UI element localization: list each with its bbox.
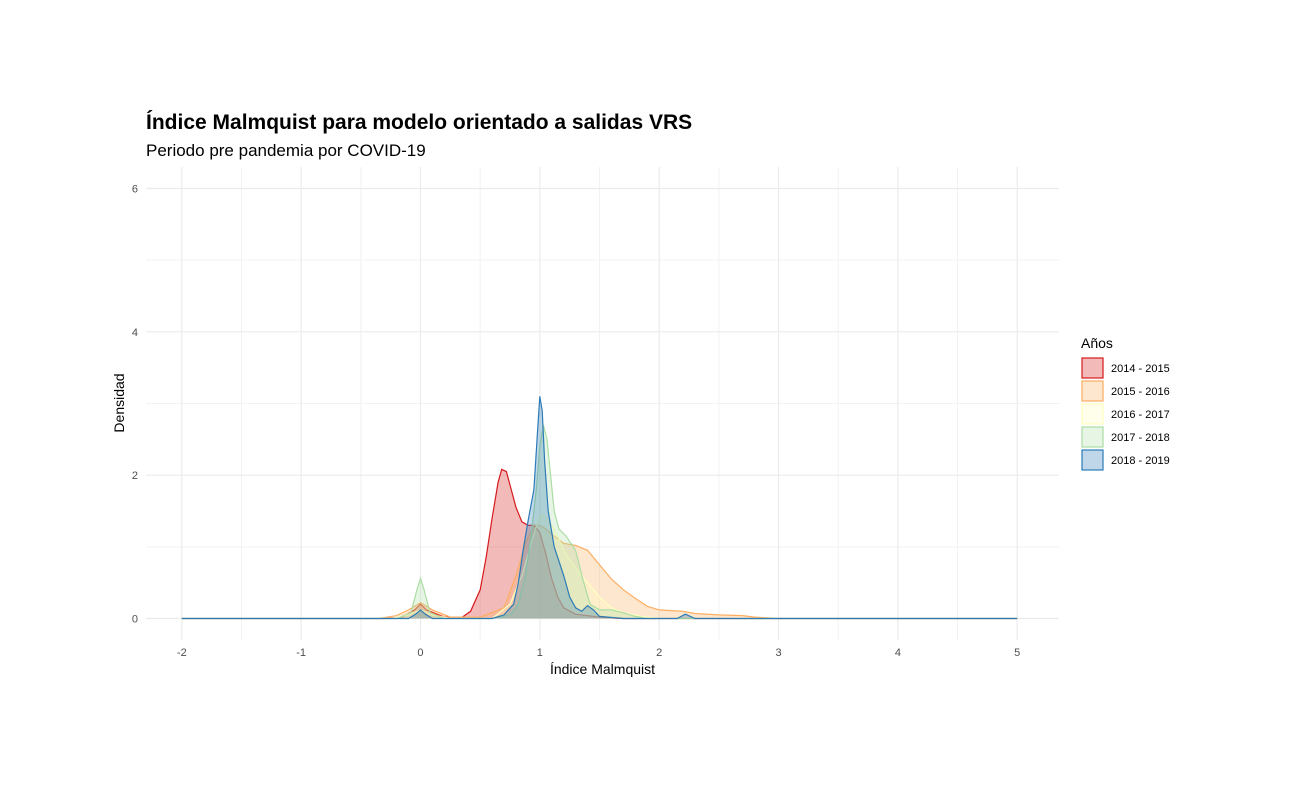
legend-title: Años	[1081, 335, 1113, 351]
y-tick-label: 2	[132, 470, 138, 482]
density-line-0	[181, 468, 1018, 620]
legend-label: 2017 - 2018	[1111, 432, 1170, 444]
density-area-1	[181, 525, 1018, 619]
x-axis-ticks: -2 -1 0 1 2 3 4 5	[177, 647, 1020, 659]
legend-label: 2018 - 2019	[1111, 455, 1170, 467]
density-line-4	[181, 396, 1018, 620]
density-line-3	[181, 424, 1018, 620]
legend-swatch	[1081, 449, 1104, 471]
density-series	[181, 396, 1018, 620]
x-tick-label: 1	[537, 647, 543, 659]
y-tick-label: 4	[132, 327, 138, 339]
x-axis-title: Índice Malmquist	[550, 661, 655, 677]
y-tick-label: 0	[132, 614, 138, 626]
x-tick-label: 4	[895, 647, 901, 659]
x-tick-label: -1	[296, 647, 306, 659]
legend-label: 2015 - 2016	[1111, 386, 1170, 398]
y-axis-title: Densidad	[111, 373, 127, 432]
legend-swatch	[1081, 403, 1104, 425]
x-tick-label: -2	[177, 647, 187, 659]
legend-swatch	[1081, 357, 1104, 379]
legend-label: 2016 - 2017	[1111, 409, 1170, 421]
legend-label: 2014 - 2015	[1111, 363, 1170, 375]
y-axis-ticks: 0 2 4 6	[132, 184, 138, 626]
y-tick-label: 6	[132, 184, 138, 196]
chart-subtitle: Periodo pre pandemia por COVID-19	[146, 141, 426, 160]
x-tick-label: 3	[775, 647, 781, 659]
x-tick-label: 0	[417, 647, 423, 659]
chart-title: Índice Malmquist para modelo orientado a…	[146, 111, 692, 134]
density-line-2	[181, 513, 1018, 620]
x-tick-label: 5	[1014, 647, 1020, 659]
legend: Años 2014 - 2015 2015 - 2016 2016 - 2017 20…	[1081, 335, 1170, 471]
density-line-1	[181, 524, 1018, 620]
x-tick-label: 2	[656, 647, 662, 659]
legend-swatch	[1081, 426, 1104, 448]
legend-swatch	[1081, 380, 1104, 402]
